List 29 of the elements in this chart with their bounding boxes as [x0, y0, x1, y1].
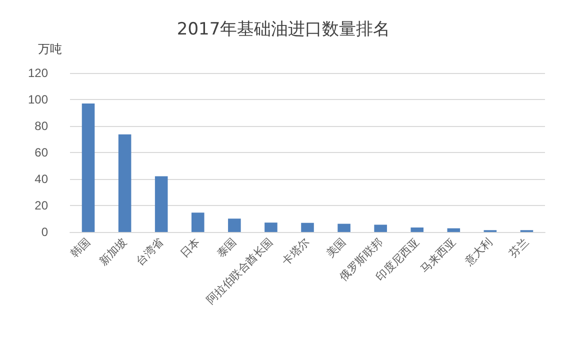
bar	[410, 227, 424, 232]
bar	[82, 103, 95, 232]
y-tick-label: 80	[34, 119, 48, 133]
x-tick-label: 芬兰	[506, 235, 532, 260]
x-tick-label: 美国	[324, 235, 349, 260]
x-tick-label: 日本	[178, 235, 202, 260]
bar	[191, 212, 204, 232]
bar	[264, 222, 278, 232]
x-tick-label: 泰国	[214, 235, 240, 260]
bar	[228, 218, 241, 232]
bar	[118, 134, 132, 232]
bar	[338, 224, 350, 232]
x-tick-label: 台湾省	[133, 235, 166, 268]
bar	[301, 222, 314, 232]
y-tick-label: 100	[28, 92, 48, 106]
x-tick-label: 卡塔尔	[280, 235, 312, 268]
y-tick-label: 60	[34, 146, 48, 160]
x-tick-label: 意大利	[462, 235, 495, 269]
bar	[447, 228, 460, 232]
bar	[154, 176, 168, 232]
y-tick-label: 40	[34, 172, 48, 186]
y-axis-title: 万吨	[38, 42, 62, 56]
x-tick-label: 韩国	[68, 235, 93, 260]
y-tick-label: 20	[34, 198, 48, 212]
x-tick-label: 新加坡	[96, 235, 130, 268]
chart-title: 2017年基础油进口数量排名	[176, 20, 390, 40]
bar	[374, 224, 387, 232]
y-tick-label: 0	[41, 225, 48, 239]
y-tick-label: 120	[28, 66, 48, 80]
